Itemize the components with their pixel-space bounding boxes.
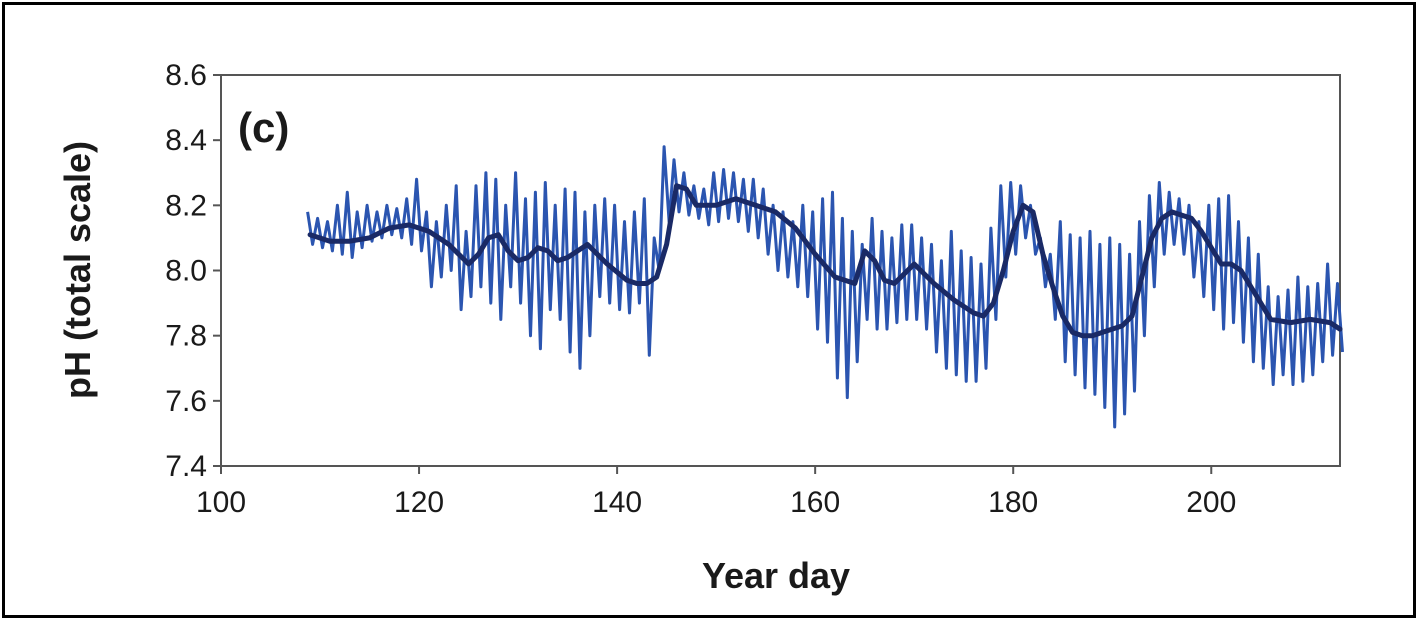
x-tick-label: 140 <box>592 486 642 519</box>
y-tick-label: 8.2 <box>165 189 207 222</box>
smoothed-series-line <box>307 183 1343 339</box>
raw-ph-series <box>306 145 1344 429</box>
y-tick-label: 7.4 <box>165 450 207 483</box>
x-axis-title: Year day <box>702 555 850 596</box>
y-tick-label: 7.8 <box>165 320 207 353</box>
x-tick-label: 160 <box>790 486 840 519</box>
y-tick-label: 7.6 <box>165 385 207 418</box>
x-tick-label: 180 <box>988 486 1038 519</box>
y-axis-title: pH (total scale) <box>57 141 98 399</box>
plot-area-border <box>220 74 1341 467</box>
y-tick-label: 8.0 <box>165 255 207 288</box>
y-axis: 7.4 7.6 7.8 8.0 8.2 8.4 8.6 <box>165 59 221 483</box>
raw-series-line <box>306 145 1344 429</box>
y-tick-label: 8.4 <box>165 124 207 157</box>
panel-label: (c) <box>238 104 289 151</box>
smoothed-ph-series <box>307 183 1343 339</box>
x-tick-label: 100 <box>196 486 246 519</box>
x-tick-label: 120 <box>394 486 444 519</box>
y-tick-label: 8.6 <box>165 59 207 92</box>
x-tick-label: 200 <box>1186 486 1236 519</box>
x-axis: 100 120 140 160 180 200 <box>196 466 1236 519</box>
